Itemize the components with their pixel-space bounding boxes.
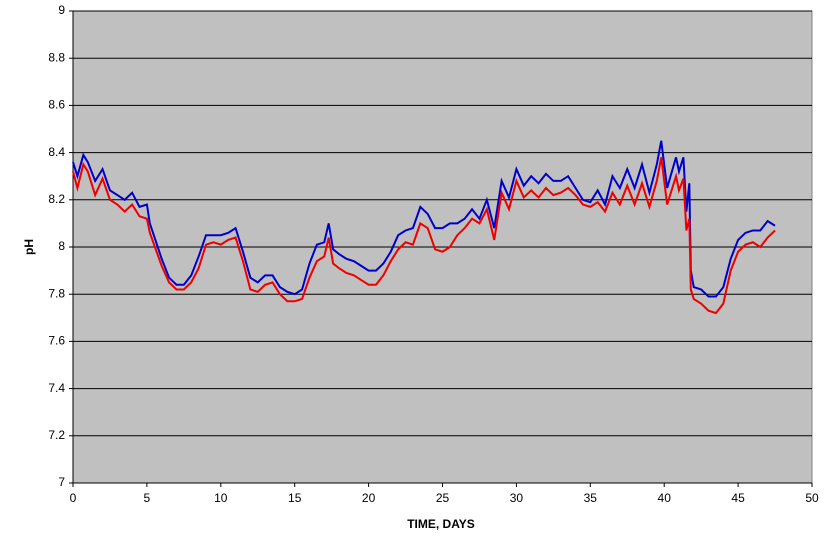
y-tick-label: 8 <box>58 239 65 253</box>
x-tick-label: 40 <box>658 491 672 505</box>
y-tick-label: 7.2 <box>48 428 65 442</box>
y-tick-label: 7 <box>58 475 65 489</box>
x-tick-label: 15 <box>288 491 302 505</box>
y-tick-label: 7.8 <box>48 286 65 300</box>
y-tick-label: 7.6 <box>48 334 65 348</box>
y-tick-label: 8.2 <box>48 192 65 206</box>
x-tick-label: 35 <box>584 491 598 505</box>
y-tick-label: 9 <box>58 3 65 17</box>
x-tick-label: 50 <box>805 491 819 505</box>
x-tick-label: 30 <box>510 491 524 505</box>
x-tick-label: 5 <box>144 491 151 505</box>
data-line <box>72 157 776 315</box>
data-line <box>72 140 776 298</box>
y-tick-label: 8.4 <box>48 145 65 159</box>
x-axis-title: TIME, DAYS <box>407 517 475 531</box>
y-tick-label: 7.4 <box>48 381 65 395</box>
x-tick-label: 25 <box>436 491 450 505</box>
x-tick-label: 20 <box>362 491 376 505</box>
x-tick-label: 0 <box>70 491 77 505</box>
y-tick-label: 8.8 <box>48 50 65 64</box>
y-axis-title: pH <box>22 239 36 255</box>
y-tick-label: 8.6 <box>48 98 65 112</box>
x-tick-label: 45 <box>731 491 745 505</box>
x-tick-label: 10 <box>214 491 228 505</box>
